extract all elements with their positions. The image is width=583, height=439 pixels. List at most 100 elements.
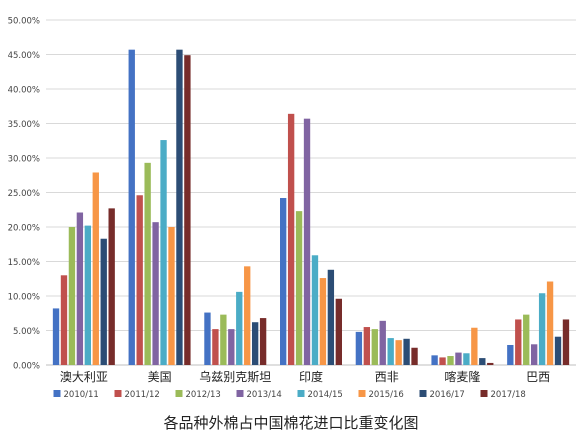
legend-item: 2015/16	[358, 390, 404, 400]
legend-label: 2014/15	[308, 390, 343, 400]
bar-4-0	[355, 331, 363, 365]
bar-1-7	[184, 55, 191, 365]
legend-label: 2017/18	[491, 390, 526, 400]
bar-3-6	[327, 269, 335, 365]
bar-1-3	[152, 222, 159, 365]
bar-0-6	[100, 238, 107, 365]
x-tick-label: 美国	[148, 370, 172, 384]
legend-item: 2011/12	[114, 390, 160, 400]
bar-0-4	[84, 225, 92, 365]
bar-3-0	[280, 198, 287, 365]
bar-4-1	[363, 327, 371, 365]
legend-item: 2010/11	[53, 390, 99, 400]
bar-3-4	[311, 255, 319, 365]
bar-0-0	[52, 308, 60, 365]
legend-label: 2011/12	[125, 390, 160, 400]
bar-5-1	[439, 357, 446, 365]
bar-6-7	[562, 319, 570, 365]
x-tick-label: 澳大利亚	[60, 370, 108, 384]
bar-4-5	[395, 340, 402, 365]
bar-3-7	[335, 298, 342, 365]
bar-4-6	[403, 338, 410, 365]
bar-6-2	[523, 314, 530, 365]
bar-0-1	[60, 275, 68, 365]
tick-labels: 0.00% 5.00% 10.00% 15.00% 20.00% 25.00% 30.00%…	[8, 17, 551, 385]
y-tick-label: 20.00%	[8, 224, 40, 234]
legend-swatch	[114, 390, 122, 397]
y-tick-label: 0.00%	[13, 362, 40, 372]
bar-2-7	[259, 318, 267, 365]
bar-4-3	[379, 320, 386, 365]
bar-0-3	[76, 212, 84, 365]
legend-swatch	[297, 390, 305, 397]
legend-item: 2013/14	[236, 390, 282, 400]
bar-2-1	[212, 329, 219, 365]
bar-3-1	[287, 113, 295, 365]
bar-5-7	[487, 362, 494, 365]
legend-label: 2012/13	[186, 390, 221, 400]
y-tick-label: 40.00%	[8, 86, 40, 96]
legend-item: 2016/17	[419, 390, 465, 400]
legend-item: 2012/13	[175, 390, 221, 400]
bar-6-0	[507, 344, 514, 365]
bar-1-2	[144, 162, 151, 365]
y-tick-label: 5.00%	[13, 327, 40, 337]
bar-5-4	[463, 353, 470, 365]
x-tick-label: 巴西	[526, 370, 550, 384]
y-tick-label: 30.00%	[8, 155, 40, 165]
chart-title: 各品种外棉占中国棉花进口比重变化图	[163, 414, 418, 432]
bar-4-4	[387, 338, 394, 365]
legend-swatch	[358, 390, 366, 397]
bar-4-7	[411, 347, 418, 365]
bar-0-7	[108, 208, 115, 365]
bar-0-5	[92, 172, 99, 365]
bar-5-5	[471, 327, 478, 365]
legend-swatch	[480, 390, 488, 397]
x-tick-label: 印度	[299, 369, 323, 384]
y-tick-label: 25.00%	[8, 189, 40, 199]
bar-1-4	[160, 140, 167, 365]
bar-3-3	[303, 118, 311, 365]
bar-2-5	[244, 266, 251, 365]
y-tick-label: 15.00%	[8, 258, 40, 268]
bar-1-1	[136, 195, 143, 365]
gridlines	[46, 19, 576, 331]
bar-0-2	[68, 227, 76, 365]
y-tick-label: 10.00%	[8, 293, 40, 303]
legend-swatch	[236, 390, 244, 397]
bar-6-3	[530, 344, 538, 365]
y-tick-label: 35.00%	[8, 120, 40, 130]
bar-3-2	[295, 211, 303, 365]
bar-5-3	[455, 352, 462, 365]
bar-2-3	[228, 329, 235, 365]
bar-3-5	[319, 278, 327, 365]
bar-1-5	[168, 227, 175, 365]
bar-2-4	[236, 291, 243, 365]
bar-1-6	[176, 49, 183, 366]
bar-6-4	[538, 293, 546, 365]
legend-label: 2013/14	[247, 390, 282, 400]
legend-swatch	[419, 390, 427, 397]
bar-6-1	[515, 319, 522, 365]
legend-label: 2010/11	[64, 390, 99, 400]
legend-item: 2014/15	[297, 390, 343, 400]
x-tick-label: 喀麦隆	[444, 369, 480, 384]
legend-label: 2015/16	[369, 390, 404, 400]
y-tick-label: 45.00%	[8, 51, 40, 61]
legend: 2010/11 2011/12 2012/13 2013/14 2014/15 2015/…	[53, 390, 526, 400]
bar-6-6	[554, 336, 562, 365]
bar-6-5	[546, 281, 554, 365]
legend-item: 2017/18	[480, 390, 526, 400]
bar-5-0	[431, 355, 438, 365]
bar-2-6	[251, 322, 259, 365]
bar-2-2	[220, 314, 227, 365]
bar-1-0	[128, 49, 135, 366]
bars	[52, 49, 570, 366]
bar-5-2	[447, 356, 454, 365]
x-tick-label: 乌兹别克斯坦	[199, 369, 271, 384]
legend-swatch	[175, 390, 183, 397]
legend-label: 2016/17	[430, 390, 465, 400]
bar-5-6	[479, 358, 486, 365]
